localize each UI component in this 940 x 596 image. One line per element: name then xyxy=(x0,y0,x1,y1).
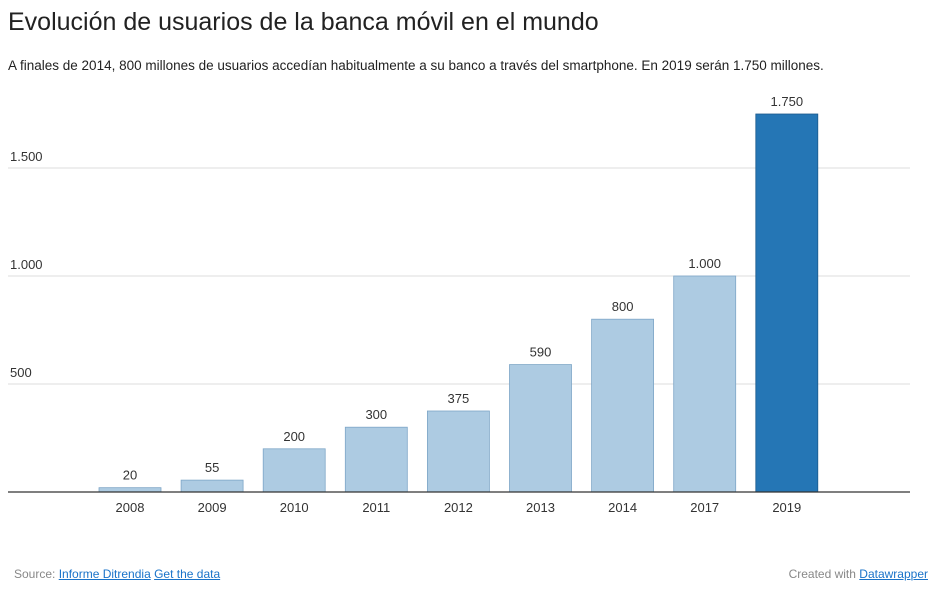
x-tick-label: 2017 xyxy=(690,500,719,515)
bar-value-label: 55 xyxy=(205,460,219,475)
x-tick-label: 2012 xyxy=(444,500,473,515)
bar-value-label: 800 xyxy=(612,299,634,314)
bar xyxy=(180,479,244,493)
bar xyxy=(509,364,572,493)
credit-line: Created with Datawrapper xyxy=(789,567,928,581)
bar xyxy=(98,487,162,493)
bar-value-label: 1.000 xyxy=(688,256,721,271)
bar xyxy=(591,318,654,493)
bar-value-label: 300 xyxy=(365,407,387,422)
bar-value-label: 590 xyxy=(530,345,552,360)
bar-value-label: 200 xyxy=(283,429,305,444)
source-line: Source: Informe Ditrendia Get the data xyxy=(14,567,220,581)
bar xyxy=(344,426,408,493)
x-tick-label: 2013 xyxy=(526,500,555,515)
bar xyxy=(426,410,490,493)
get-data-link[interactable]: Get the data xyxy=(154,567,221,581)
bar-value-label: 1.750 xyxy=(771,94,804,109)
bar-value-label: 375 xyxy=(448,391,470,406)
source-link[interactable]: Informe Ditrendia xyxy=(58,567,151,581)
x-tick-label: 2010 xyxy=(280,500,309,515)
source-prefix: Source: xyxy=(14,567,56,581)
bar xyxy=(755,113,819,493)
x-tick-label: 2008 xyxy=(116,500,145,515)
y-tick-label: 1.000 xyxy=(10,257,43,272)
bar xyxy=(262,448,326,493)
y-tick-label: 1.500 xyxy=(10,149,43,164)
x-tick-label: 2011 xyxy=(362,500,390,515)
x-tick-label: 2019 xyxy=(772,500,801,515)
bar xyxy=(673,275,737,493)
x-tick-label: 2014 xyxy=(608,500,637,515)
y-tick-label: 500 xyxy=(10,365,32,380)
datawrapper-link[interactable]: Datawrapper xyxy=(859,567,928,581)
x-tick-label: 2009 xyxy=(198,500,227,515)
created-with-prefix: Created with xyxy=(788,567,856,581)
bar-value-label: 20 xyxy=(123,468,137,483)
chart-subtitle: A finales de 2014, 800 millones de usuar… xyxy=(8,58,824,73)
chart-title: Evolución de usuarios de la banca móvil … xyxy=(8,8,599,36)
